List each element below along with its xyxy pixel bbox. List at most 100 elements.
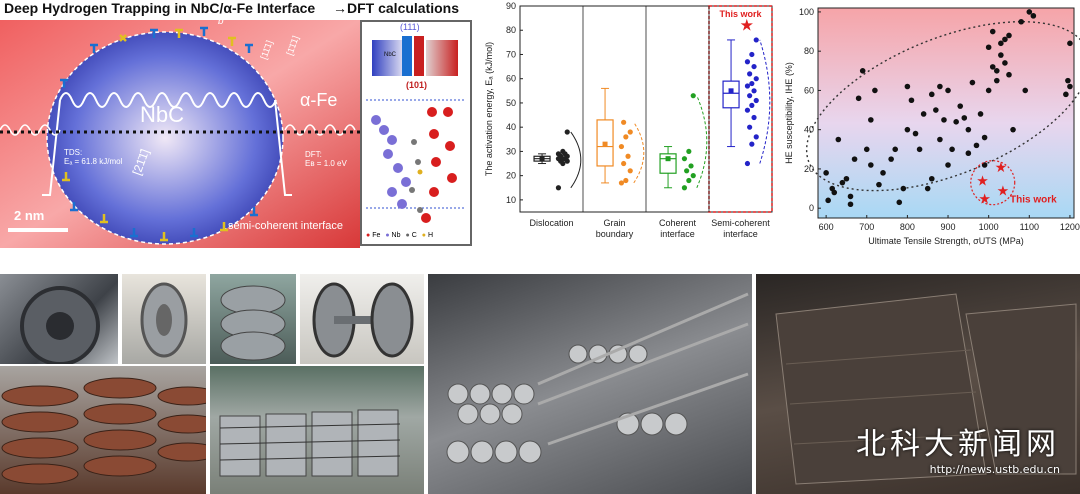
data-point (749, 141, 755, 147)
y-tick-label: 100 (799, 7, 814, 17)
y-tick-label: 10 (506, 195, 516, 205)
y-tick-label: 20 (506, 171, 516, 181)
distribution-curve (633, 122, 645, 184)
data-point (868, 117, 874, 123)
data-point (904, 126, 911, 133)
data-point (621, 119, 627, 125)
activation-energy-svg: 10 20 30 40 50 60 70 80 90 The activation energy,… (484, 1, 773, 239)
this-work-star: ★ (978, 190, 991, 206)
data-point (684, 168, 690, 174)
data-point (888, 156, 894, 162)
x-tick-label: 900 (941, 222, 956, 232)
interface-label: semi-coherent interface (228, 220, 343, 232)
he-susceptibility-svg: 600 700 800 900 1000 1100 1200 0 20 40 60 80 100 Ulti… (784, 7, 1080, 246)
data-point (627, 129, 633, 135)
this-work-circle (970, 160, 1016, 206)
x-tick-label: 1000 (979, 222, 999, 232)
data-point (993, 77, 1000, 84)
data-point (825, 197, 831, 204)
data-point (843, 175, 850, 182)
watermark: 北科大新闻网 http://news.ustb.edu.cn (856, 419, 1060, 476)
this-work-annotation: This work (719, 9, 762, 19)
data-point (973, 142, 980, 149)
data-point (749, 51, 755, 58)
y-tick-label: 40 (804, 125, 814, 135)
y-tick-label: 80 (804, 46, 814, 56)
data-point (744, 107, 751, 113)
x-tick-label: 800 (900, 222, 915, 232)
this-work-star: ★ (995, 159, 1008, 175)
data-point (1006, 71, 1012, 78)
data-point (618, 180, 625, 186)
he-susceptibility-chart: 600 700 800 900 1000 1100 1200 0 20 40 60 80 100 Ulti… (778, 0, 1080, 252)
x-category-label: Grain (603, 218, 625, 228)
data-point (928, 175, 935, 182)
y-tick-label: 90 (506, 1, 516, 11)
schematic-title: Deep Hydrogen Trapping in NbC/α-Fe Inter… (4, 0, 316, 16)
data-point (920, 111, 927, 117)
dft-plane-top: (111) (400, 22, 420, 32)
box (722, 80, 740, 109)
data-point (896, 199, 903, 206)
y-tick-label: 0 (809, 203, 814, 213)
data-point (625, 153, 631, 159)
data-point (945, 162, 951, 168)
wheelset-axle-art (312, 282, 414, 358)
data-point (941, 117, 947, 123)
data-point (744, 59, 751, 65)
data-point (847, 193, 854, 200)
data-point (753, 97, 759, 104)
x-axis-label: Ultimate Tensile Strength, σUTS (MPa) (868, 236, 1023, 246)
data-point (823, 170, 829, 176)
data-point (937, 136, 943, 143)
data-point (839, 179, 846, 186)
data-point (998, 40, 1004, 47)
distribution-curve (759, 39, 771, 164)
data-point (937, 83, 943, 90)
steel-plates-photo (756, 274, 1080, 494)
data-point (985, 44, 992, 51)
nbc-schematic-panel: [21̄1̄] [1̄1̄1] [11̄1] Deep Hydrogen Tra… (0, 0, 360, 248)
dft-legend-item: ● H (421, 232, 433, 239)
data-point (989, 28, 996, 35)
data-point (831, 189, 838, 196)
stacked-wheels-photo (0, 366, 206, 494)
x-tick-label: 1200 (1060, 222, 1080, 232)
nbc-schematic-svg: [21̄1̄] [1̄1̄1] [11̄1] (0, 20, 360, 248)
data-point (1022, 87, 1029, 94)
mean-marker (665, 156, 671, 162)
dft-panel: NbC (111) (101) ● Fe ● Nb ● C ● H (360, 20, 472, 246)
distribution-curve (696, 95, 708, 188)
particle-label: NbC (140, 102, 185, 127)
data-point (627, 168, 633, 174)
data-point (912, 130, 919, 137)
plot-frame (817, 7, 1075, 219)
data-point (749, 80, 755, 87)
data-point (953, 119, 959, 125)
y-axis-label: The activation energy, Eₐ (kJ/mol) (484, 42, 494, 176)
dft-title: →DFT calculations (333, 0, 459, 16)
wheel-casting-photo (122, 274, 206, 364)
data-point (965, 150, 972, 157)
y-axis-label: HE susceptibility, IHE (%) (784, 62, 794, 164)
data-point (900, 185, 907, 192)
rail-wheels-photo (210, 274, 296, 364)
data-point (560, 148, 566, 155)
dft-legend-item: ● Fe (366, 232, 381, 239)
data-point (1026, 9, 1033, 15)
data-point (945, 87, 951, 94)
data-point (855, 95, 862, 102)
data-point (751, 114, 757, 121)
steel-bars-photo (428, 274, 752, 494)
dft-title-text: DFT calculations (347, 0, 460, 16)
activation-energy-chart: 10 20 30 40 50 60 70 80 90 The activation energy,… (480, 0, 780, 248)
data-envelope (805, 20, 1080, 192)
y-tick-label: 70 (506, 49, 516, 59)
tds-label: TDS: Eₐ = 61.8 kJ/mol (64, 148, 122, 166)
data-point (965, 126, 972, 133)
data-point (924, 185, 931, 192)
burgers-label: b′ (218, 16, 226, 27)
data-point (949, 146, 955, 153)
data-point (928, 91, 935, 98)
wheel-hub-art (20, 286, 100, 364)
